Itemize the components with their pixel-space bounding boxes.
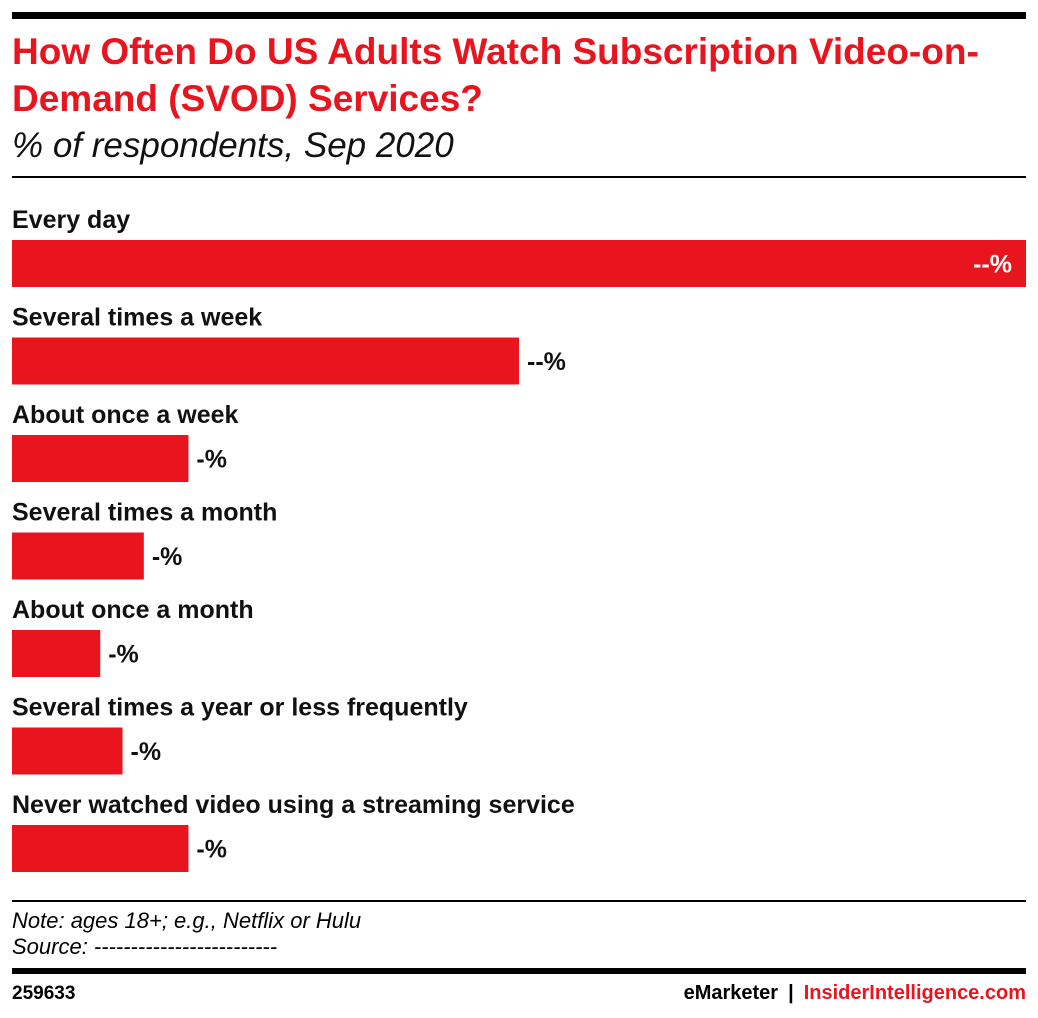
title-divider xyxy=(12,176,1026,178)
bar xyxy=(12,337,519,385)
brand-emarketer: eMarketer xyxy=(683,982,779,1004)
value-label: -% xyxy=(196,446,227,474)
bar xyxy=(12,825,189,872)
value-label: -% xyxy=(196,836,227,864)
category-label: About once a week xyxy=(12,401,239,429)
value-label: -% xyxy=(131,738,162,766)
chart-note: Note: ages 18+; e.g., Netflix or Hulu xyxy=(12,908,362,933)
value-label: -% xyxy=(108,641,139,669)
note-divider xyxy=(12,900,1026,902)
bar-chart: Every day --% Several times a week --% About… xyxy=(12,206,1026,872)
value-label: --% xyxy=(973,251,1012,279)
bar xyxy=(12,727,123,775)
bar xyxy=(12,435,189,482)
value-label: --% xyxy=(527,348,566,376)
chart-id: 259633 xyxy=(12,983,76,1004)
brand-separator: | xyxy=(788,982,794,1004)
brand-insider-intelligence: InsiderIntelligence.com xyxy=(803,982,1026,1004)
branding: eMarketer | InsiderIntelligence.com xyxy=(684,982,1026,1005)
chart-title: How Often Do US Adults Watch Subscriptio… xyxy=(12,31,979,119)
category-label: Several times a month xyxy=(12,499,277,527)
footer-rule xyxy=(12,968,1026,974)
category-label: About once a month xyxy=(12,596,254,624)
top-rule xyxy=(12,12,1026,19)
bar xyxy=(12,630,101,677)
chart-subtitle: % of respondents, Sep 2020 xyxy=(12,126,454,165)
bar xyxy=(12,532,144,580)
category-label: Every day xyxy=(12,206,130,234)
bar xyxy=(12,240,1026,287)
category-label: Several times a week xyxy=(12,304,262,332)
chart-source: Source: ------------------------- xyxy=(12,934,278,959)
value-label: -% xyxy=(152,543,183,571)
category-label: Several times a year or less frequently xyxy=(12,694,468,722)
category-label: Never watched video using a streaming se… xyxy=(12,791,575,819)
